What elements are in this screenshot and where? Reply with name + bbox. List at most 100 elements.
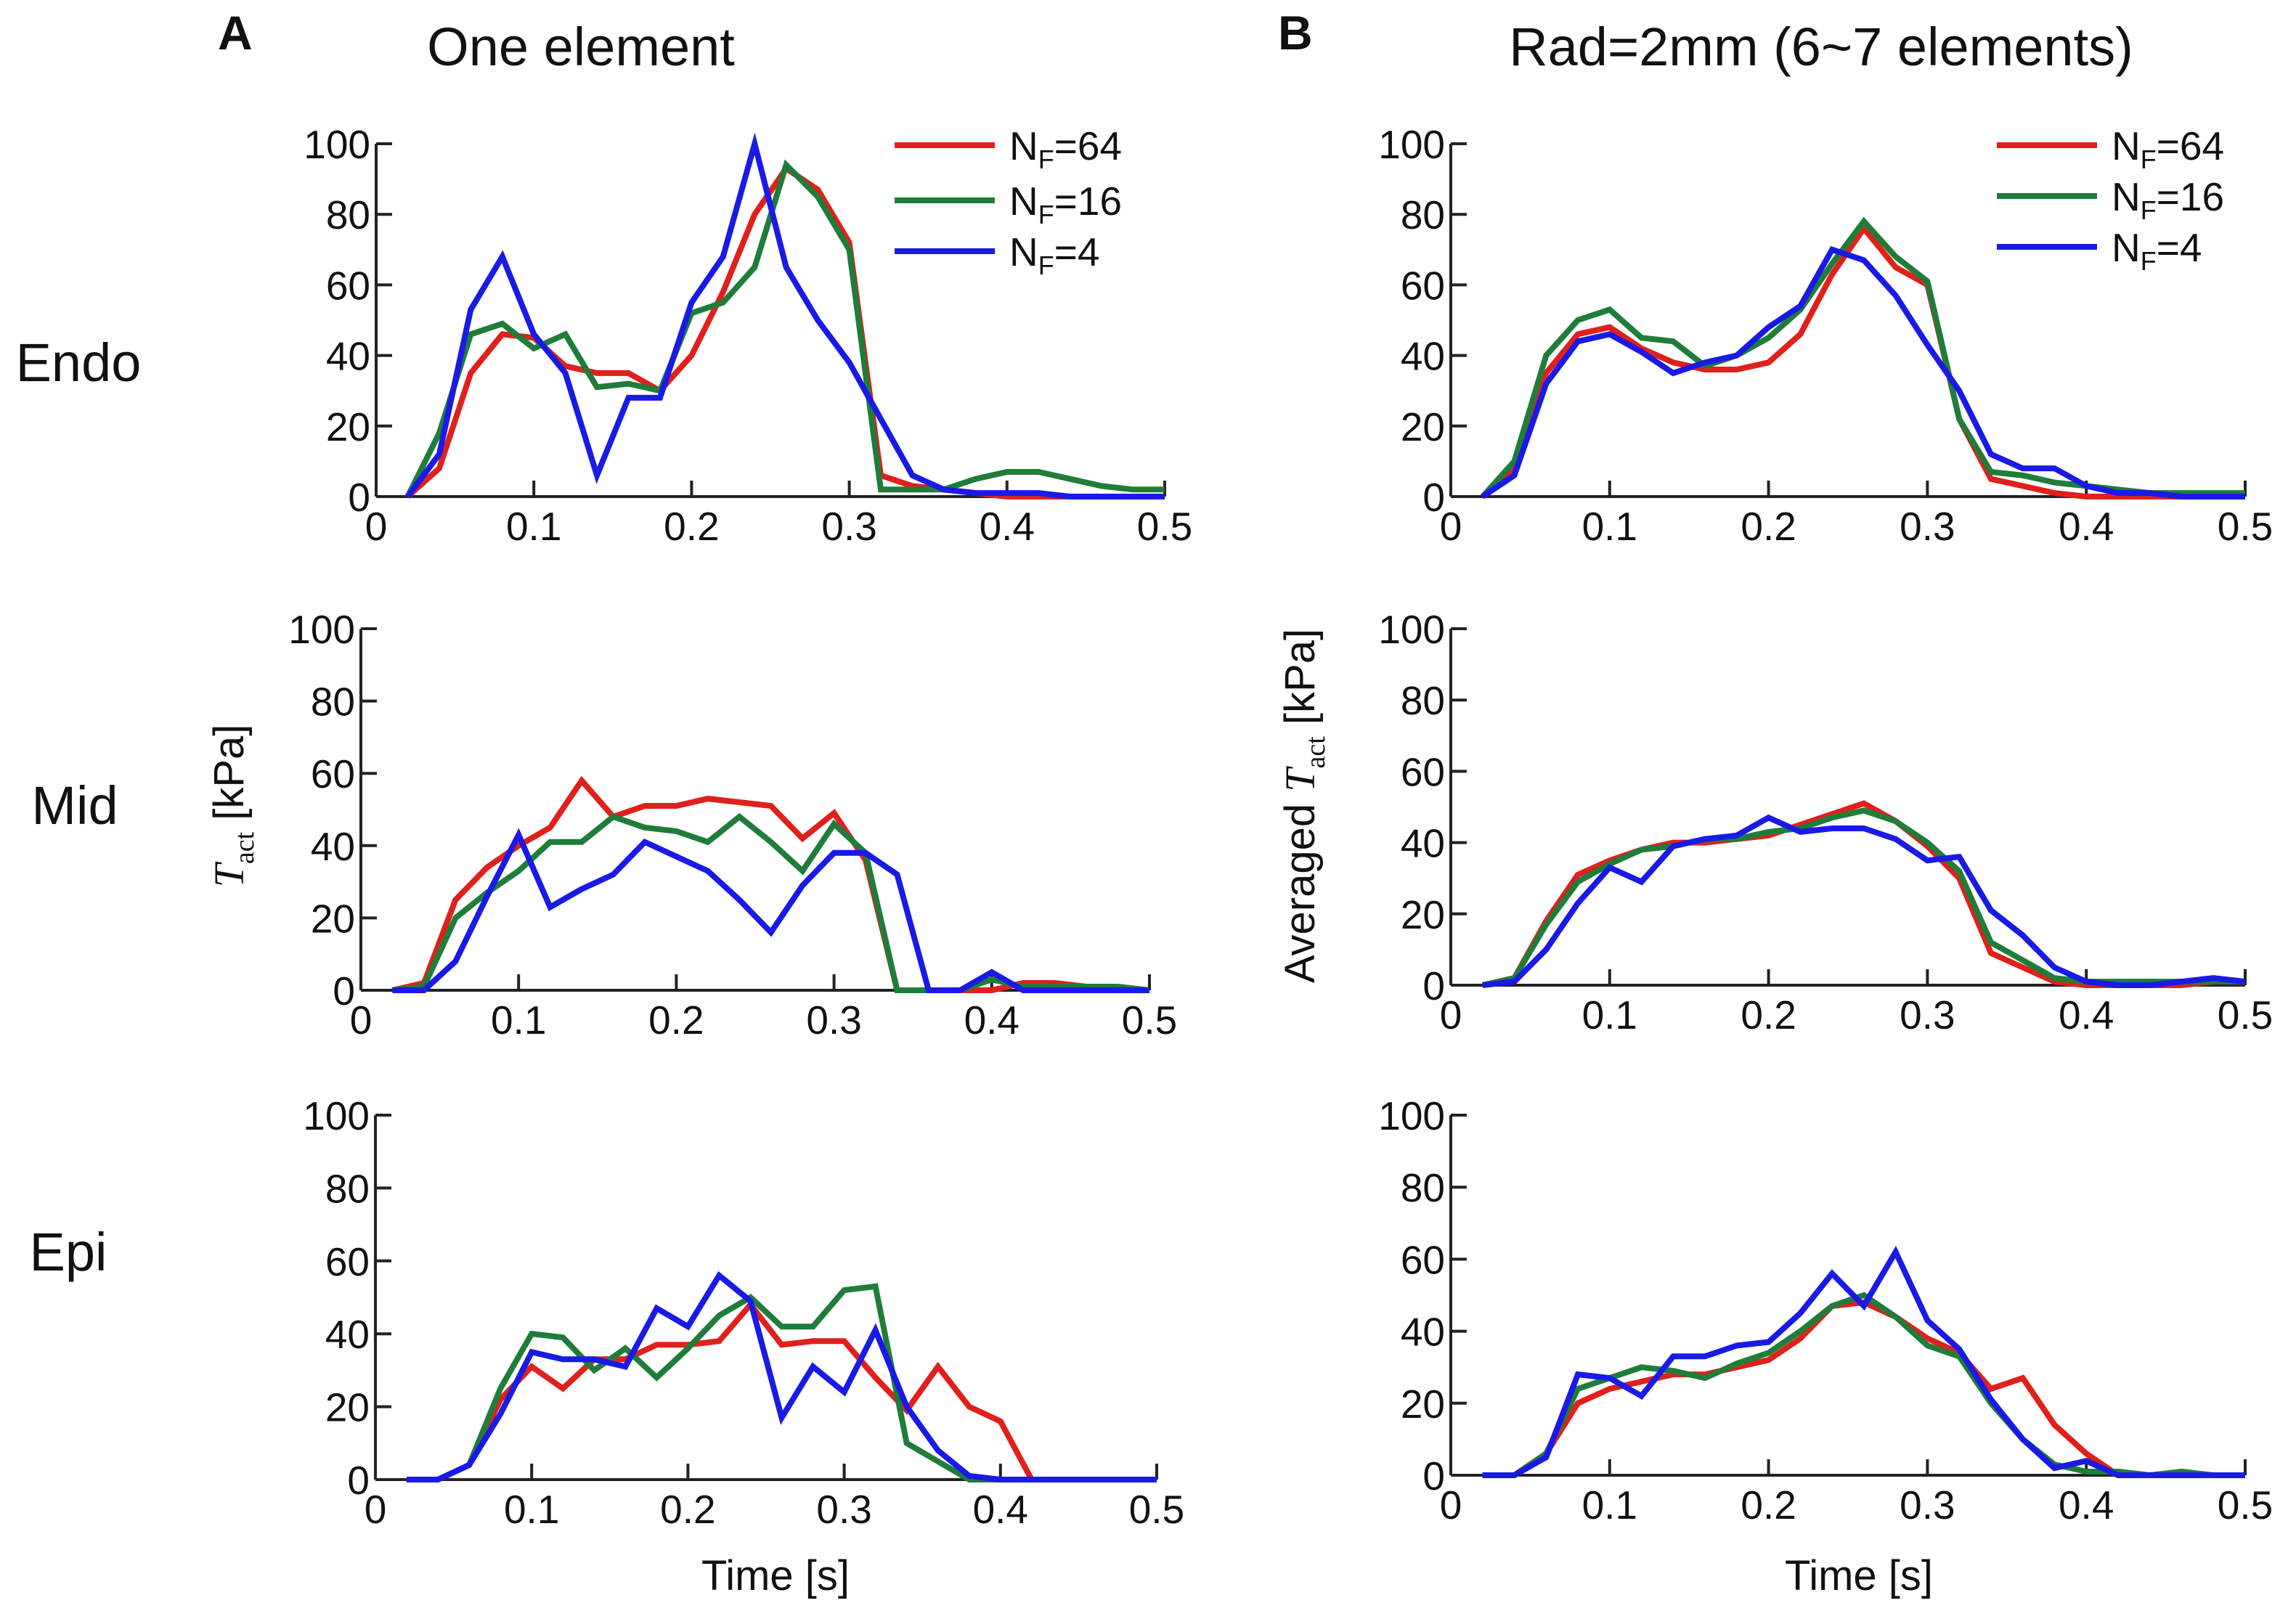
y-tick-label: 100 (304, 122, 370, 167)
y-tick-label: 0 (1422, 1453, 1445, 1498)
y-tick-label: 80 (326, 192, 370, 237)
y-tick-label: 80 (325, 1166, 370, 1211)
x-tick-label: 0.4 (2059, 1482, 2114, 1528)
y-tick-label: 40 (1401, 334, 1445, 379)
series-line-nf16 (404, 159, 1165, 498)
x-tick-label: 0.3 (821, 504, 876, 549)
y-tick-label: 40 (311, 824, 355, 869)
x-tick-label: 0.1 (1582, 1482, 1637, 1528)
y-tick-label: 80 (1401, 192, 1445, 237)
x-tick-label: 0.5 (1137, 504, 1192, 549)
y-tick-label: 0 (347, 1458, 370, 1503)
y-tick-label: 100 (1378, 607, 1445, 652)
y-tick-label: 40 (326, 334, 370, 379)
legend-b-label-nf64: NF=64 (2112, 123, 2224, 174)
x-axis-title-b: Time [s] (1785, 1552, 1933, 1599)
x-tick-label: 0.2 (1741, 992, 1796, 1037)
chart-a-epi: 0 20 40 60 80 100 0 0.1 0.2 0.3 0.4 0.5 (303, 1093, 1184, 1532)
legend-a: NF=64 NF=16 NF=4 (895, 123, 1122, 280)
y-tick-label: 20 (1401, 1382, 1445, 1427)
x-tick-label: 0.4 (2059, 504, 2114, 549)
series-line-nf16 (1481, 807, 2245, 988)
x-tick-label: 0.5 (1122, 998, 1177, 1043)
y-tick-label: 40 (325, 1312, 370, 1357)
y-axis-title-a: Tact [kPa] (205, 725, 260, 888)
x-tick-label: 0.2 (648, 998, 704, 1043)
chart-b-endo: 0 20 40 60 80 100 0 0.1 0.2 0.3 0.4 0.5 (1378, 122, 2273, 549)
x-tick-label: 0.2 (1741, 504, 1796, 549)
row-label-mid: Mid (31, 775, 118, 836)
y-tick-label: 20 (311, 896, 355, 941)
chart-a-endo: 0 20 40 60 80 100 0 0.1 0.2 0.3 0.4 0.5 (304, 122, 1192, 549)
panel-b-letter: B (1278, 6, 1313, 60)
chart-b-mid: 0 20 40 60 80 100 0 0.1 0.2 0.3 0.4 0.5 (1378, 607, 2273, 1037)
x-tick-label: 0.3 (1900, 504, 1955, 549)
x-tick-label: 0 (1440, 504, 1462, 549)
series-line-nf16 (391, 812, 1150, 993)
x-tick-label: 0 (1440, 1482, 1462, 1528)
y-tick-label: 100 (303, 1093, 370, 1138)
x-tick-label: 0.5 (1129, 1487, 1184, 1532)
x-tick-label: 0.1 (504, 1487, 559, 1532)
x-tick-label: 0 (365, 1487, 387, 1532)
chart-a-mid: 0 20 40 60 80 100 0 0.1 0.2 0.3 0.4 0.5 (288, 607, 1177, 1043)
y-tick-label: 60 (326, 263, 370, 308)
y-tick-label: 40 (1401, 821, 1445, 866)
y-tick-label: 80 (311, 680, 355, 725)
x-tick-label: 0.4 (980, 504, 1035, 549)
panel-a-title: One element (427, 17, 735, 77)
x-tick-label: 0.1 (506, 504, 561, 549)
y-tick-label: 20 (1401, 892, 1445, 937)
x-tick-label: 0.3 (1900, 992, 1955, 1037)
series-line-nf64 (391, 775, 1149, 993)
row-label-epi: Epi (30, 1222, 107, 1282)
series-line-nf16 (1480, 216, 2245, 499)
y-tick-label: 0 (1422, 475, 1445, 520)
x-tick-label: 0.2 (664, 504, 719, 549)
x-tick-label: 0.4 (964, 998, 1019, 1043)
y-tick-label: 100 (1378, 122, 1445, 167)
legend-b: NF=64 NF=16 NF=4 (1997, 123, 2224, 276)
x-tick-label: 0.5 (2218, 504, 2273, 549)
row-label-endo: Endo (16, 333, 142, 393)
legend-a-label-nf4: NF=4 (1009, 229, 1099, 280)
y-tick-label: 0 (1422, 963, 1445, 1008)
chart-b-epi: 0 20 40 60 80 100 0 0.1 0.2 0.3 0.4 0.5 (1378, 1093, 2273, 1528)
y-tick-label: 80 (1401, 1165, 1445, 1210)
x-tick-label: 0 (365, 504, 388, 549)
x-axis-title-a: Time [s] (701, 1552, 850, 1599)
y-tick-label: 0 (348, 475, 370, 520)
x-tick-label: 0.4 (973, 1487, 1028, 1532)
y-tick-label: 60 (325, 1239, 370, 1284)
y-tick-label: 20 (1401, 404, 1445, 449)
y-tick-label: 0 (333, 968, 355, 1013)
x-tick-label: 0.1 (1582, 504, 1637, 549)
y-tick-label: 60 (1401, 263, 1445, 308)
x-tick-label: 0.2 (660, 1487, 715, 1532)
y-tick-label: 60 (1401, 1237, 1445, 1282)
y-tick-label: 20 (325, 1385, 370, 1430)
series-line-nf4 (407, 1271, 1157, 1482)
y-tick-label: 40 (1401, 1310, 1445, 1355)
legend-b-label-nf16: NF=16 (2112, 174, 2224, 225)
charts: 0 20 40 60 80 100 0 0.1 0.2 0.3 0.4 0.5 0 20 40 60 80 100… (288, 122, 2273, 1532)
y-tick-label: 100 (1378, 1093, 1445, 1138)
x-tick-label: 0.3 (1900, 1482, 1955, 1528)
x-tick-label: 0 (1440, 992, 1462, 1037)
x-tick-label: 0 (350, 998, 373, 1043)
panel-b-title: Rad=2mm (6~7 elements) (1509, 17, 2133, 77)
x-tick-label: 0.3 (806, 998, 861, 1043)
panel-a-letter: A (218, 6, 253, 60)
legend-a-label-nf16: NF=16 (1009, 179, 1122, 229)
legend-a-label-nf64: NF=64 (1009, 123, 1122, 174)
x-tick-label: 0.5 (2218, 1482, 2273, 1528)
series-line-nf4 (405, 132, 1165, 499)
x-tick-label: 0.2 (1741, 1482, 1796, 1528)
y-tick-label: 60 (1401, 749, 1445, 794)
y-tick-label: 20 (326, 404, 370, 449)
x-tick-label: 0.1 (491, 998, 546, 1043)
series-line-nf4 (1482, 1245, 2245, 1478)
legend-b-label-nf4: NF=4 (2112, 225, 2202, 276)
